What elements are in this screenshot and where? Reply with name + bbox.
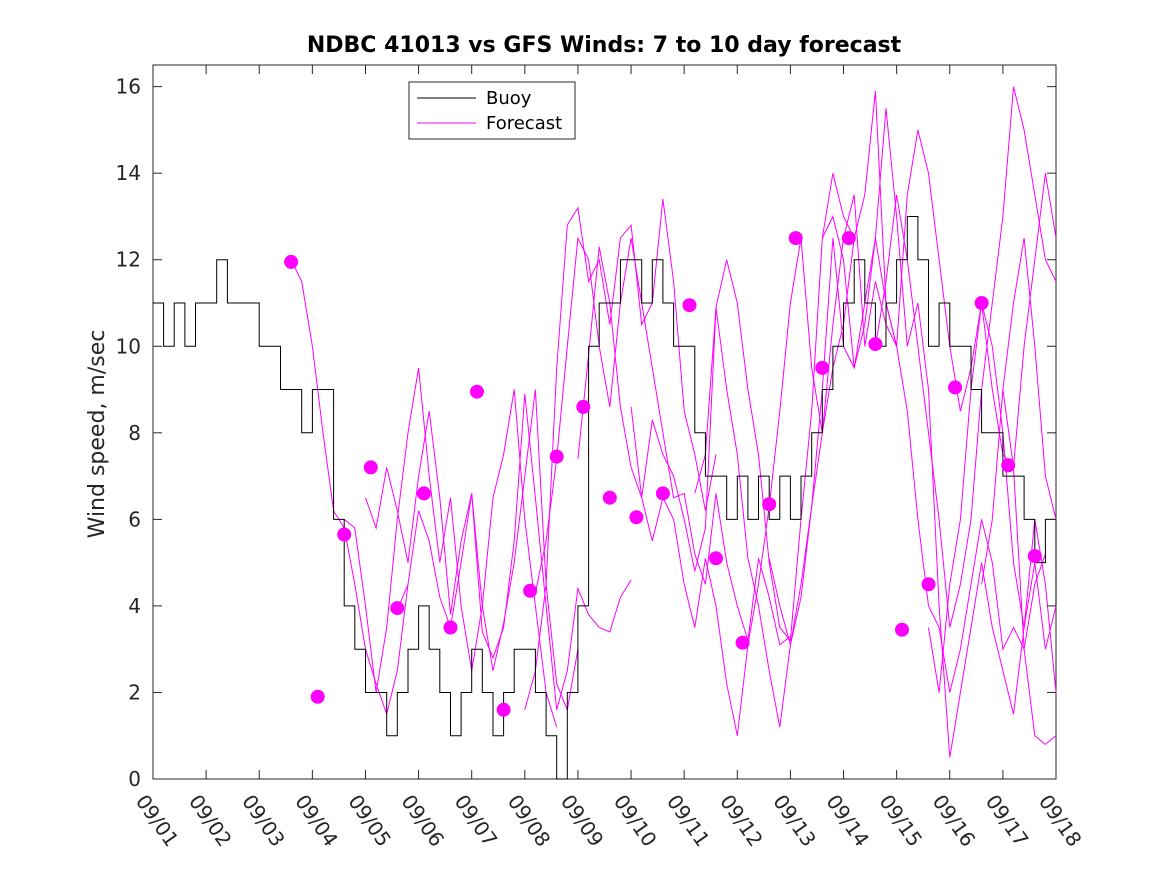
- y-tick-label: 14: [116, 161, 141, 185]
- forecast-marker-2: [310, 689, 325, 704]
- forecast-line-1: [290, 259, 409, 716]
- y-tick-label: 10: [116, 334, 141, 358]
- forecast-marker-18: [735, 635, 750, 650]
- forecast-marker-21: [815, 360, 830, 375]
- forecast-marker-26: [948, 380, 963, 395]
- forecast-marker-1: [284, 254, 299, 269]
- series-layer: [153, 86, 1057, 780]
- y-tick-label: 16: [116, 75, 141, 99]
- forecast-line-5: [524, 199, 717, 710]
- forecast-line-15: [1002, 389, 1057, 746]
- forecast-marker-8: [470, 384, 484, 399]
- forecast-line-2: [343, 367, 558, 728]
- marker-layer: [284, 231, 1042, 717]
- y-tick-label: 4: [128, 594, 141, 618]
- forecast-marker-17: [709, 551, 723, 566]
- forecast-marker-29: [1027, 549, 1042, 564]
- forecast-line-12: [874, 86, 1057, 628]
- legend-buoy-label: Buoy: [486, 88, 532, 109]
- forecast-marker-25: [921, 577, 936, 592]
- forecast-line-4: [396, 393, 632, 710]
- legend: Buoy Forecast: [408, 81, 576, 140]
- forecast-marker-6: [416, 486, 431, 501]
- forecast-line-8: [630, 194, 898, 736]
- forecast-marker-27: [974, 296, 989, 310]
- forecast-marker-16: [682, 298, 697, 313]
- forecast-marker-22: [841, 231, 856, 246]
- forecast-marker-11: [549, 449, 564, 464]
- forecast-marker-15: [655, 486, 670, 501]
- forecast-marker-13: [602, 490, 617, 505]
- legend-forecast-label: Forecast: [486, 113, 562, 134]
- forecast-marker-3: [337, 527, 352, 542]
- forecast-line-14: [981, 238, 1057, 585]
- forecast-marker-24: [895, 622, 909, 637]
- legend-box: [408, 81, 576, 140]
- forecast-marker-9: [496, 702, 511, 717]
- forecast-marker-5: [390, 601, 405, 616]
- forecast-marker-4: [363, 460, 378, 475]
- forecast-marker-20: [788, 231, 803, 246]
- y-tick-label: 6: [128, 507, 141, 531]
- axes-box: [152, 64, 1057, 780]
- y-axis-label: Wind speed, m/sec: [85, 330, 110, 539]
- y-tick-label: 2: [128, 680, 141, 704]
- y-tick-label: 8: [128, 421, 141, 445]
- forecast-marker-19: [762, 497, 777, 512]
- forecast-marker-23: [868, 337, 883, 352]
- forecast-marker-10: [523, 583, 538, 598]
- chart-title: NDBC 41013 vs GFS Winds: 7 to 10 day for…: [307, 33, 902, 58]
- buoy-line: [153, 216, 1057, 780]
- forecast-line-9: [694, 90, 1046, 693]
- y-tick-label: 12: [116, 248, 141, 272]
- forecast-marker-28: [1001, 458, 1016, 473]
- forecast-marker-14: [629, 510, 644, 525]
- forecast-marker-12: [576, 399, 591, 414]
- y-axis: 0 2 4 6 8 10 12 14 16: [116, 75, 1056, 791]
- forecast-line-11: [821, 129, 1057, 469]
- y-tick-label: 0: [128, 767, 141, 791]
- forecast-marker-7: [443, 620, 458, 635]
- forecast-line-10: [768, 108, 1057, 758]
